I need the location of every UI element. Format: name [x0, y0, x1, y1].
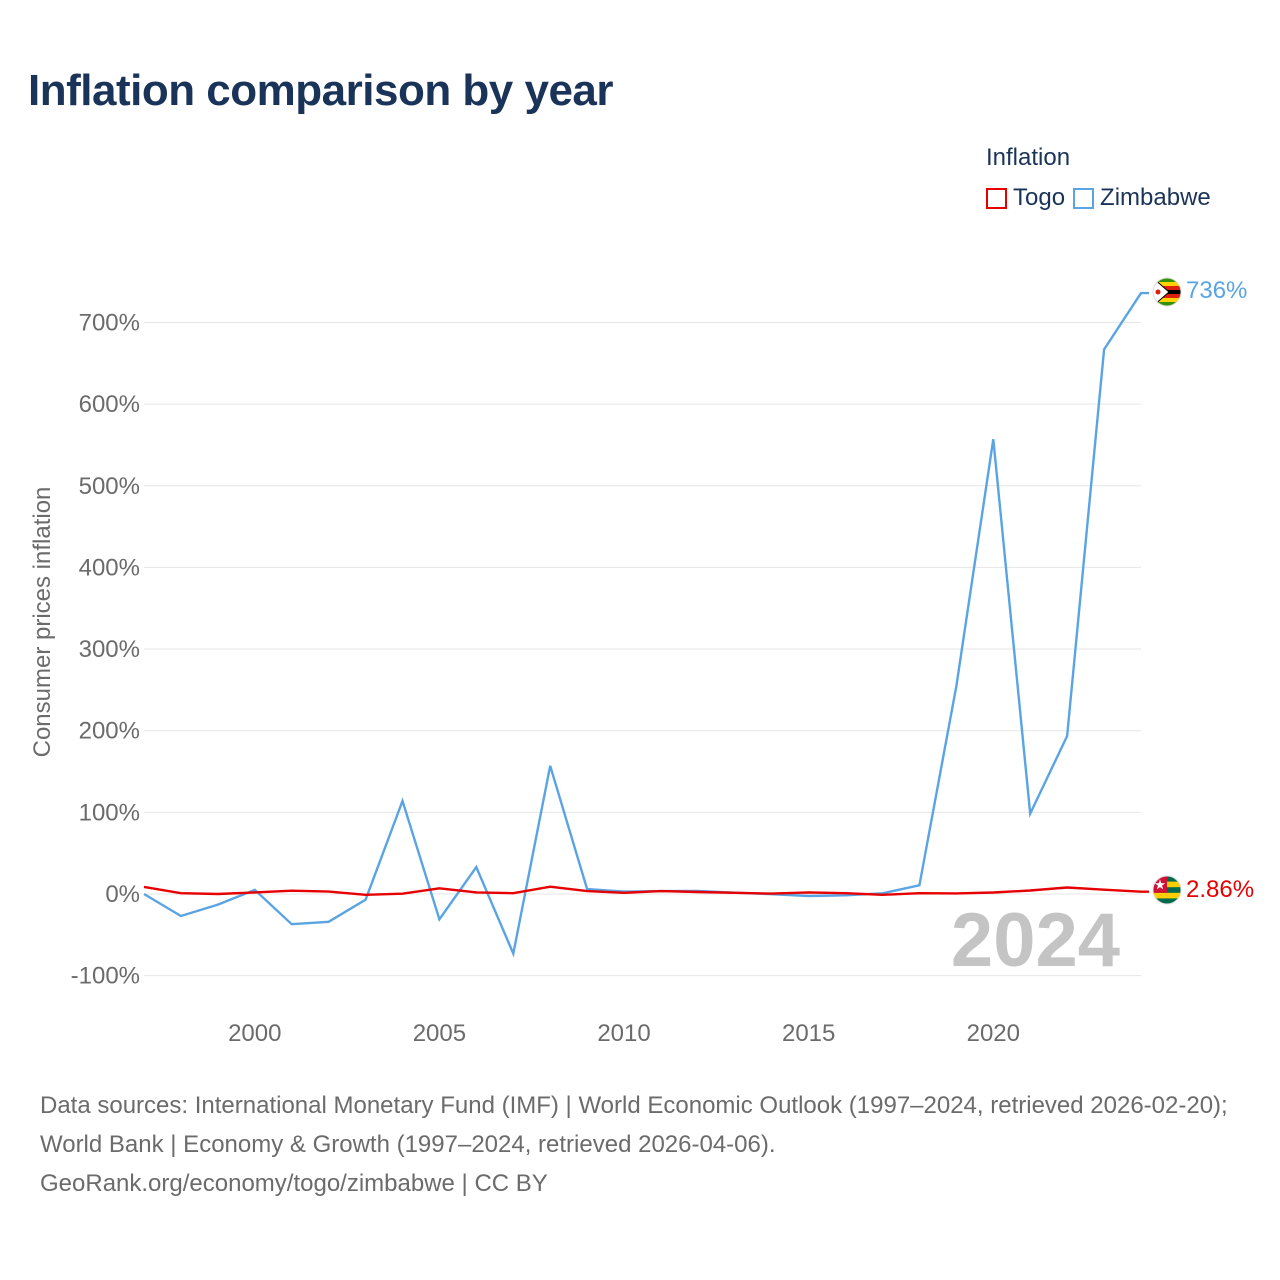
series-line-togo[interactable] — [143, 885, 1149, 897]
x-axis-ticks: 2000 2005 2010 2015 2020 — [228, 1020, 1020, 1047]
y-axis-ticks: -100% 0% 100% 200% 300% 400% 500% 600% 700% — [71, 309, 140, 989]
year-watermark: 2024 — [951, 898, 1120, 983]
chart-title: Inflation comparison by year — [28, 66, 614, 115]
zimbabwe-flag-icon — [1153, 278, 1181, 306]
togo-flag-icon — [1153, 876, 1181, 904]
x-tick-label: 2020 — [967, 1020, 1020, 1047]
legend-title: Inflation — [986, 144, 1071, 171]
x-tick-label: 2010 — [597, 1020, 650, 1047]
y-tick-label: 300% — [79, 636, 140, 663]
y-tick-label: 600% — [79, 391, 140, 418]
y-tick-label: -100% — [71, 963, 140, 990]
y-tick-label: 200% — [79, 718, 140, 745]
footer: Data sources: International Monetary Fun… — [40, 1086, 1250, 1203]
y-tick-label: 700% — [79, 309, 140, 336]
y-tick-label: 400% — [79, 554, 140, 581]
legend-swatch-togo — [986, 187, 1007, 209]
data-sources: Data sources: International Monetary Fun… — [40, 1092, 1228, 1158]
x-tick-label: 2000 — [228, 1020, 281, 1047]
legend-label-togo: Togo — [1013, 184, 1066, 211]
series-group — [143, 291, 1149, 958]
legend-item-togo[interactable]: Togo — [986, 184, 1065, 212]
gridlines — [144, 321, 1141, 977]
legend-label-zimbabwe: Zimbabwe — [1100, 184, 1211, 211]
togo-end-label: 2.86% — [1186, 876, 1254, 903]
zimbabwe-end-label: 736% — [1186, 277, 1247, 304]
legend: Inflation Togo Zimbabwe — [986, 144, 1219, 212]
y-tick-label: 0% — [105, 881, 140, 908]
y-tick-label: 100% — [79, 799, 140, 826]
x-tick-label: 2005 — [413, 1020, 466, 1047]
x-tick-label: 2015 — [782, 1020, 835, 1047]
y-tick-label: 500% — [79, 473, 140, 500]
credit-link[interactable]: GeoRank.org/economy/togo/zimbabwe | CC B… — [40, 1170, 548, 1197]
y-axis-label: Consumer prices inflation — [29, 487, 56, 758]
legend-item-zimbabwe[interactable]: Zimbabwe — [1073, 184, 1211, 212]
line-chart: -100% 0% 100% 200% 300% 400% 500% 600% 700% 2000… — [29, 277, 1254, 1047]
series-line-zimbabwe[interactable] — [143, 291, 1149, 958]
legend-swatch-zimbabwe — [1073, 187, 1095, 209]
